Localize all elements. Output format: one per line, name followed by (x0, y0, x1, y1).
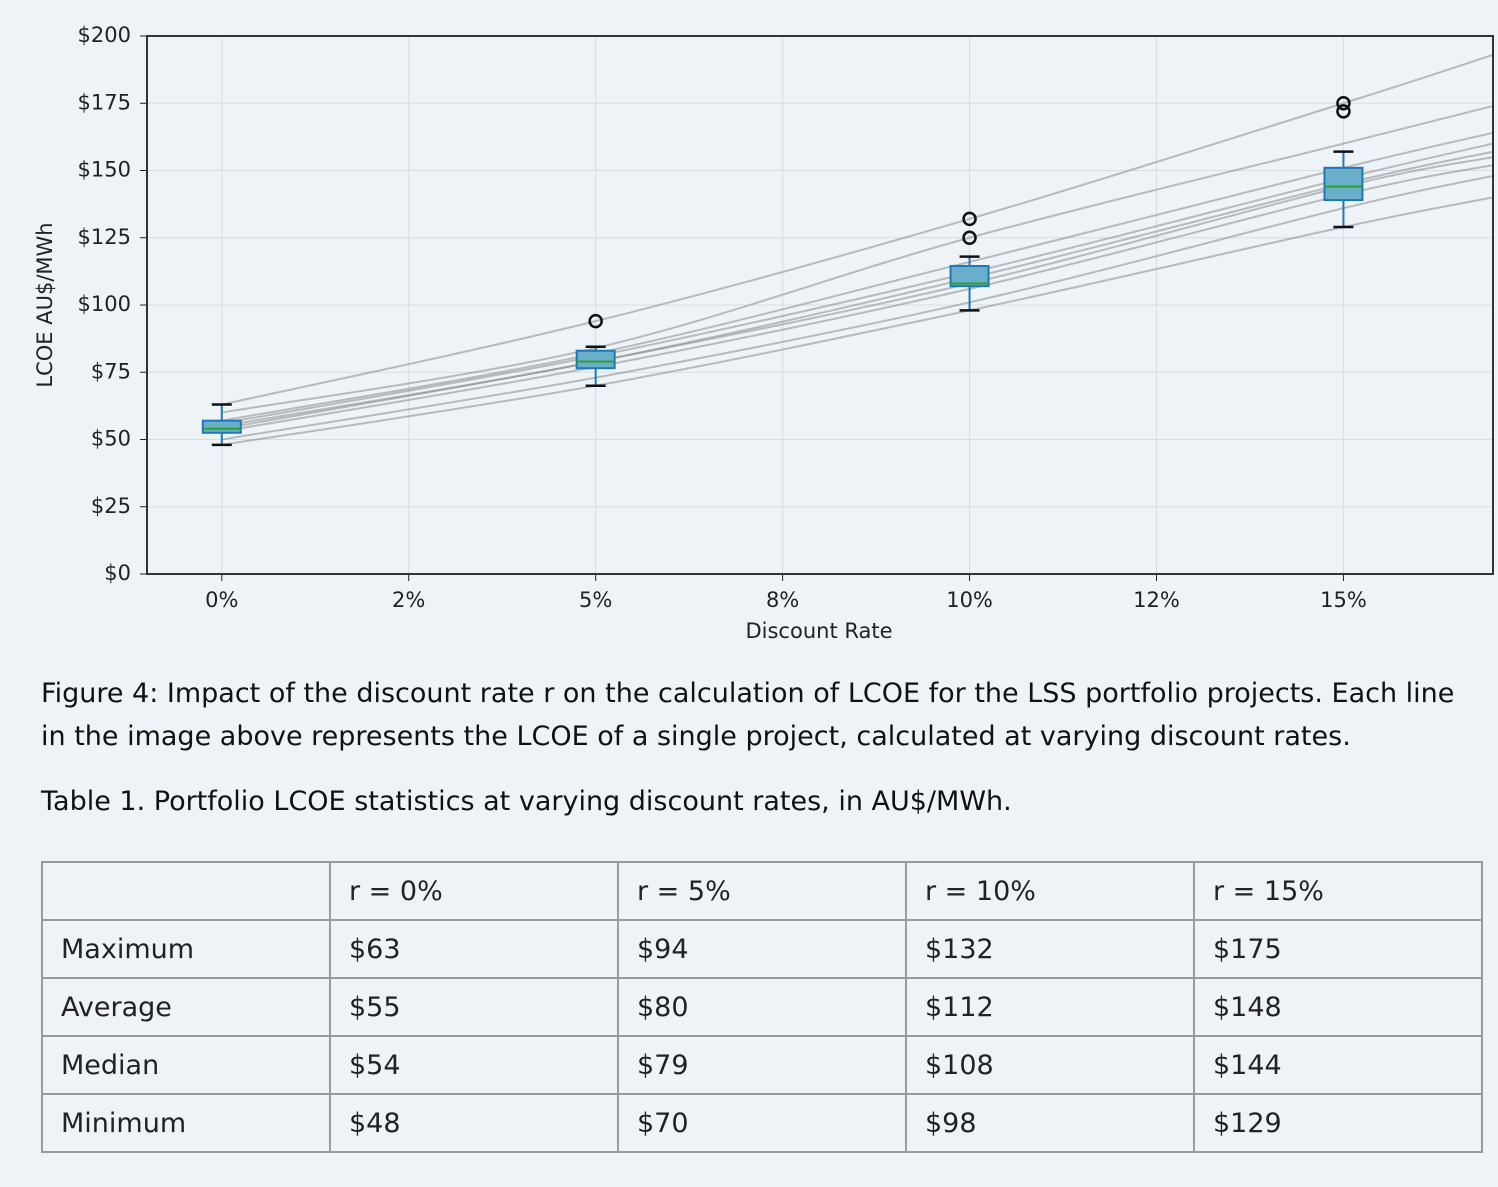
x-tick-label: 0% (205, 588, 238, 612)
x-tick-label: 2% (392, 588, 425, 612)
table-cell: $79 (617, 1035, 907, 1095)
table-cell: $144 (1193, 1035, 1483, 1095)
table-cell (41, 861, 331, 921)
outlier (1336, 104, 1351, 119)
x-tick-label: 8% (766, 588, 799, 612)
y-tick-label: $75 (91, 359, 131, 383)
table-cell: $54 (329, 1035, 619, 1095)
table-cell: r = 15% (1193, 861, 1483, 921)
table-cell: $175 (1193, 919, 1483, 979)
table-cell: $132 (905, 919, 1195, 979)
y-axis-label: LCOE AU$/MWh (33, 222, 57, 387)
stats-table: r = 0% r = 5% r = 10% r = 15% Maximum $63 $94 $… (41, 861, 1483, 1153)
table-cell: $148 (1193, 977, 1483, 1037)
table-row: Maximum $63 $94 $132 $175 (41, 919, 1483, 979)
table-title: Table 1. Portfolio LCOE statistics at va… (41, 786, 1012, 817)
y-tick-label: $200 (78, 23, 131, 47)
table-cell: $112 (905, 977, 1195, 1037)
x-tick-label: 5% (579, 588, 612, 612)
box (201, 419, 242, 434)
table-row: r = 0% r = 5% r = 10% r = 15% (41, 861, 1483, 921)
table-cell: $80 (617, 977, 907, 1037)
outlier (962, 230, 977, 245)
table-row: Minimum $48 $70 $98 $129 (41, 1093, 1483, 1153)
project-line (221, 53, 1493, 406)
table-cell: $55 (329, 977, 619, 1037)
project-line (221, 104, 1493, 414)
chart: LCOE AU$/MWh Discount Rate $0 $25 $50 $75 $1… (33, 23, 1494, 643)
table-cell: $70 (617, 1093, 907, 1153)
x-tick-label: 15% (1320, 588, 1367, 612)
y-tick-label: $50 (91, 427, 131, 451)
table-cell: r = 10% (905, 861, 1195, 921)
y-tick-label: $175 (78, 90, 131, 114)
table-cell: Median (41, 1035, 331, 1095)
table-cell: $98 (905, 1093, 1195, 1153)
outlier (1336, 96, 1351, 111)
box (575, 349, 616, 370)
project-line (221, 150, 1493, 428)
table-row: Median $54 $79 $108 $144 (41, 1035, 1483, 1095)
project-line (221, 196, 1493, 446)
y-tick-label: $25 (91, 494, 131, 518)
outlier (588, 313, 603, 329)
y-tick-label: $125 (78, 225, 131, 249)
project-line (221, 174, 1493, 441)
table-cell: $94 (617, 919, 907, 979)
figure-caption: Figure 4: Impact of the discount rate r … (41, 678, 1455, 752)
table-cell: $48 (329, 1093, 619, 1153)
table-cell: $129 (1193, 1093, 1483, 1153)
outlier (962, 211, 977, 227)
box (949, 264, 990, 288)
project-line (221, 142, 1493, 425)
table-cell: Average (41, 977, 331, 1037)
table-cell: Maximum (41, 919, 331, 979)
y-tick-label: $150 (78, 158, 131, 182)
table-row: Average $55 $80 $112 $148 (41, 977, 1483, 1037)
x-tick-label: 10% (946, 588, 993, 612)
box (1323, 166, 1364, 202)
y-tick-label: $0 (104, 561, 131, 585)
table-cell: $63 (329, 919, 619, 979)
project-line (221, 131, 1493, 422)
table-cell: $108 (905, 1035, 1195, 1095)
x-axis-label: Discount Rate (745, 619, 892, 643)
table-cell: r = 0% (329, 861, 619, 921)
table-cell: r = 5% (617, 861, 907, 921)
plot-frame (146, 35, 1494, 575)
table-cell: Minimum (41, 1093, 331, 1153)
y-tick-label: $100 (78, 292, 131, 316)
x-tick-label: 12% (1133, 588, 1180, 612)
